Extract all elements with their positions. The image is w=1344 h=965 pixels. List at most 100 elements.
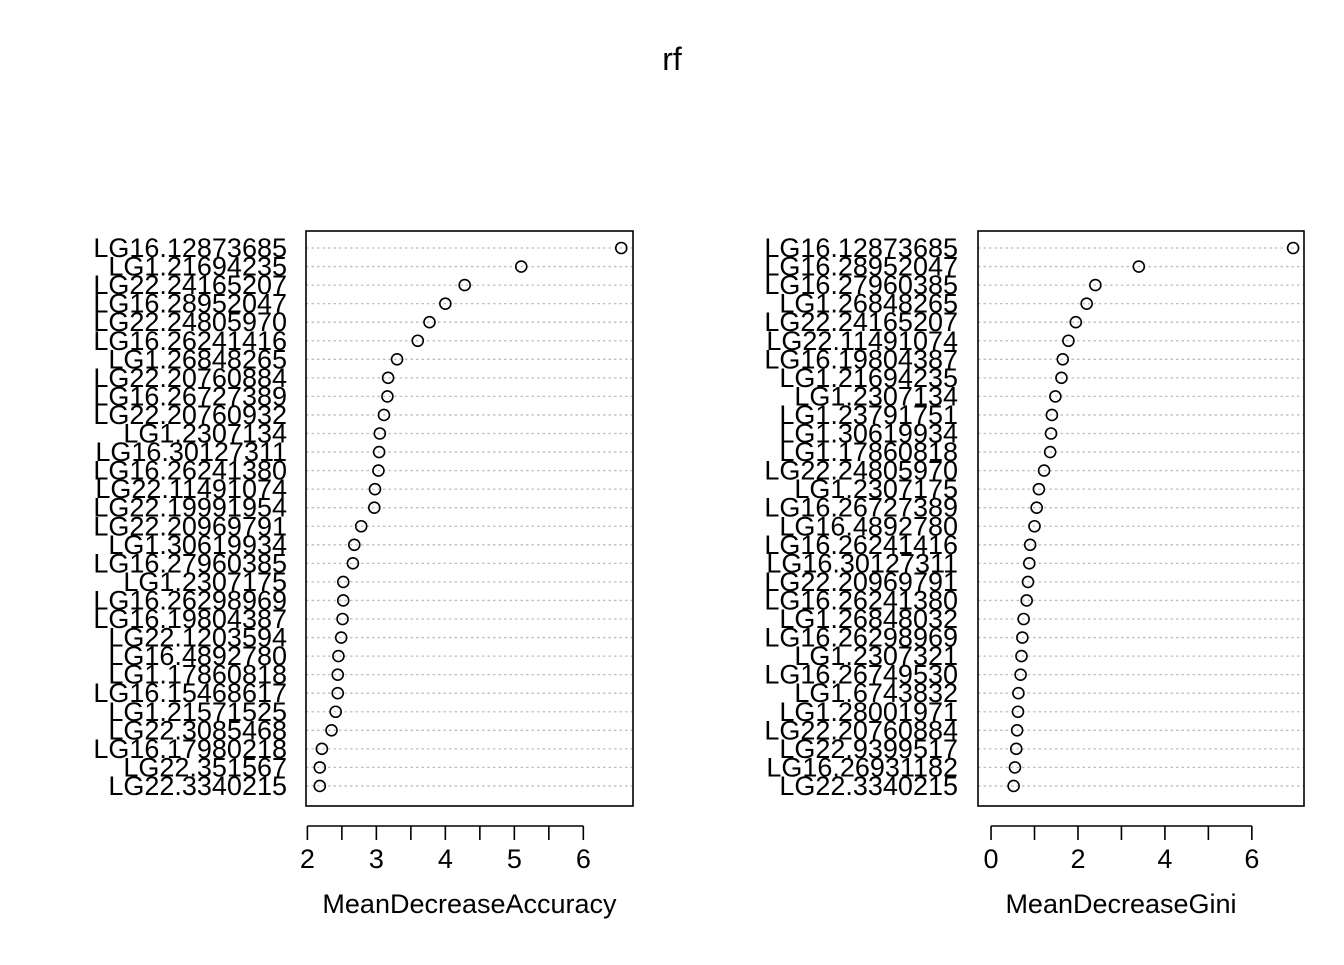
data-point: [1044, 427, 1058, 440]
data-point: [367, 501, 381, 515]
panel-mean-decrease-gini: LG16.12873685LG16.28952047LG16.27960385L…: [764, 230, 1305, 919]
category-label: LG1.2307175: [123, 567, 287, 597]
category-label: LG16.26298969: [93, 585, 287, 615]
data-point: [1011, 705, 1025, 719]
category-label: LG22.9399517: [779, 734, 958, 764]
data-point: [411, 334, 425, 348]
x-tick-label: 2: [300, 844, 315, 874]
category-label: LG1.2307321: [794, 641, 958, 671]
category-label: LG16.26241380: [764, 585, 958, 615]
data-point: [346, 557, 360, 570]
data-point: [1045, 408, 1059, 422]
category-label: LG16.17980218: [93, 734, 287, 764]
category-label: LG22.1203594: [108, 623, 287, 653]
category-label: LG16.30127311: [766, 548, 958, 578]
category-label: LG1.2307175: [794, 474, 958, 504]
data-point: [377, 408, 391, 422]
category-label: LG22.3340215: [108, 771, 287, 801]
data-point: [1023, 538, 1037, 552]
data-point: [336, 612, 349, 626]
data-point: [381, 390, 394, 403]
data-point: [336, 594, 350, 607]
category-label: LG22.3340215: [779, 771, 958, 801]
x-axis-label: MeanDecreaseAccuracy: [322, 889, 617, 919]
data-point: [1069, 315, 1083, 329]
data-point: [331, 686, 345, 700]
category-label: LG16.4892780: [779, 511, 958, 541]
category-label: LG22.20969791: [764, 567, 958, 597]
category-label: LG22.24165207: [93, 270, 287, 300]
category-label: LG16.26241416: [764, 530, 958, 560]
data-point: [1028, 519, 1041, 533]
data-point: [1007, 779, 1020, 793]
data-point: [458, 278, 471, 292]
data-point: [1056, 352, 1070, 366]
category-label: LG16.27960385: [764, 270, 958, 300]
data-point: [313, 761, 327, 774]
data-point: [372, 445, 386, 459]
category-label: LG1.23791751: [779, 400, 958, 430]
data-point: [1021, 575, 1035, 589]
category-label: LG16.26931182: [766, 752, 958, 782]
data-point: [1014, 668, 1027, 681]
category-label: LG22.20969791: [93, 511, 287, 541]
category-label: LG1.17860818: [779, 437, 958, 467]
data-point: [373, 427, 387, 440]
category-label: LG22.351567: [123, 752, 287, 782]
category-label: LG22.19991954: [93, 493, 287, 523]
data-point: [423, 315, 436, 329]
data-point: [1010, 723, 1024, 737]
data-point: [1037, 464, 1051, 477]
category-label: LG1.26848265: [779, 289, 958, 319]
category-label: LG16.28952047: [764, 252, 958, 282]
x-tick-label: 0: [984, 844, 999, 874]
data-point: [1017, 612, 1030, 626]
category-label: LG16.26727389: [93, 381, 287, 411]
data-point: [1012, 686, 1025, 700]
x-tick-label: 4: [438, 844, 453, 874]
category-label: LG1.30619934: [779, 419, 958, 449]
data-point: [329, 705, 342, 719]
data-point: [1132, 260, 1146, 273]
category-label: LG1.26848032: [779, 604, 958, 634]
data-point: [336, 575, 350, 589]
data-point: [1015, 649, 1028, 663]
category-label: LG16.26241380: [93, 456, 287, 486]
category-label: LG16.26727389: [764, 493, 958, 523]
x-tick-label: 3: [369, 844, 384, 874]
data-point: [614, 241, 628, 255]
category-label: LG16.12873685: [764, 233, 958, 263]
category-label: LG22.20760884: [764, 715, 958, 745]
data-point: [439, 297, 452, 310]
category-label: LG1.21694235: [779, 363, 958, 393]
data-point: [1286, 241, 1300, 255]
category-label: LG1.2307134: [123, 419, 287, 449]
data-point: [372, 464, 385, 477]
x-tick-label: 6: [576, 844, 591, 874]
data-point: [331, 668, 345, 681]
category-label: LG22.20760932: [93, 400, 287, 430]
category-label: LG1.2307134: [794, 381, 958, 411]
plot-frame: [977, 230, 1305, 807]
x-tick-label: 5: [507, 844, 522, 874]
category-label: LG22.3085468: [108, 715, 287, 745]
category-label: LG1.21694235: [108, 252, 287, 282]
data-point: [514, 260, 528, 273]
data-point: [313, 779, 327, 793]
category-label: LG22.11491074: [766, 326, 958, 356]
x-axis-label: MeanDecreaseGini: [1005, 889, 1236, 919]
data-point: [390, 352, 404, 366]
data-point: [1022, 557, 1036, 570]
category-label: LG16.4892780: [108, 641, 287, 671]
x-tick-label: 6: [1244, 844, 1259, 874]
data-point: [315, 742, 329, 756]
category-label: LG1.28001971: [779, 697, 958, 727]
data-point: [1009, 742, 1023, 756]
category-label: LG22.24805970: [93, 307, 287, 337]
data-point: [325, 723, 338, 737]
data-point: [334, 631, 348, 644]
category-label: LG16.26241416: [93, 326, 287, 356]
data-point: [1062, 334, 1075, 348]
